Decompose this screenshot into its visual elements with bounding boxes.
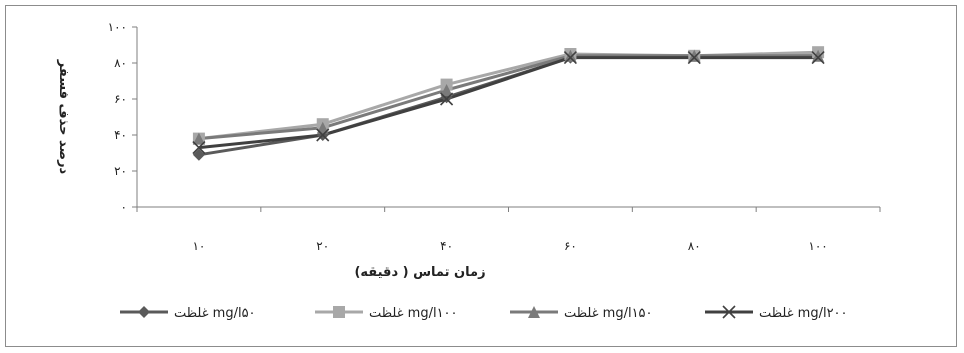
legend-item-3: غلظت mg/l۱۵۰ — [510, 306, 653, 321]
data-point-marker — [440, 84, 453, 96]
legend-label: غلظت mg/l۵۰ — [174, 306, 256, 321]
legend-item-4: غلظت mg/l۲۰۰ — [705, 305, 848, 321]
data-point-marker — [564, 49, 577, 62]
series-line-3 — [198, 54, 819, 141]
legend-marker — [333, 306, 345, 318]
series-line-4 — [198, 56, 819, 150]
y-ticks: ۰ ۲۰ ۴۰ ۶۰ ۸۰ ۱۰۰ — [108, 20, 137, 214]
data-point-marker — [316, 128, 330, 142]
x-tick-label: ۸۰ — [688, 239, 701, 253]
data-point-marker — [563, 51, 577, 65]
x-tick-label: ۱۰۰ — [808, 239, 827, 253]
data-point-marker — [688, 49, 701, 62]
y-tick-label: ۶۰ — [114, 92, 127, 106]
y-tick-label: ۰ — [121, 200, 127, 214]
chart-frame — [5, 5, 957, 347]
data-point-marker — [192, 141, 206, 155]
y-tick-label: ۴۰ — [114, 128, 127, 142]
x-tick-label: ۶۰ — [564, 239, 577, 253]
legend-marker — [722, 305, 736, 319]
legend-marker — [138, 306, 150, 318]
x-tick-label: ۴۰ — [440, 239, 453, 253]
data-point-marker — [192, 132, 205, 145]
x-tick-label: ۲۰ — [316, 239, 329, 253]
series-lines — [198, 50, 819, 157]
y-axis-title: درصد حذف فسفر — [56, 59, 71, 175]
data-point-marker — [812, 49, 825, 62]
legend: غلظت mg/l۵۰ غلظت mg/l۱۰۰ غلظت mg/l۱۵۰ غلظت … — [120, 305, 848, 321]
data-point-marker — [687, 51, 701, 65]
y-tick-label: ۲۰ — [114, 164, 127, 178]
legend-item-2: غلظت mg/l۱۰۰ — [315, 306, 458, 321]
legend-label: غلظت mg/l۲۰۰ — [759, 306, 848, 321]
y-tick-label: ۸۰ — [114, 56, 127, 70]
data-point-marker — [440, 92, 454, 106]
x-axis-title: زمان تماس ( دقيقه) — [354, 265, 485, 280]
legend-label: غلظت mg/l۱۰۰ — [369, 306, 458, 321]
data-point-marker — [316, 121, 329, 134]
data-point-marker — [192, 148, 205, 161]
legend-label: غلظت mg/l۱۵۰ — [564, 306, 653, 321]
legend-item-1: غلظت mg/l۵۰ — [120, 306, 256, 321]
legend-marker — [528, 306, 540, 318]
x-tick-label: ۱۰ — [192, 239, 205, 253]
x-ticks: ۱۰ ۲۰ ۴۰ ۶۰ ۸۰ ۱۰۰ — [136, 207, 881, 253]
y-tick-label: ۱۰۰ — [108, 20, 127, 34]
series-line-2 — [198, 50, 819, 141]
series-markers — [192, 46, 825, 161]
data-point-marker — [811, 51, 825, 65]
